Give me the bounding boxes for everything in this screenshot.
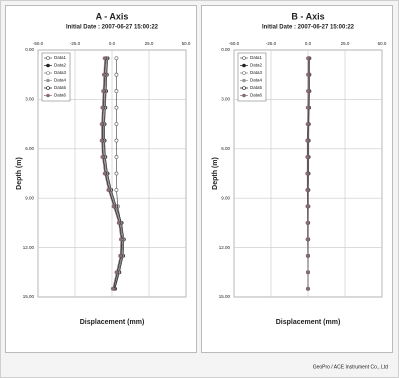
legend-label: Data1: [54, 55, 67, 60]
data-point: [305, 237, 310, 242]
legend-marker: [242, 93, 246, 98]
y-tick-label: 15.00: [23, 294, 35, 299]
y-tick-label: 0.00: [221, 47, 230, 52]
legend-marker: [46, 78, 50, 83]
data-point: [118, 253, 123, 258]
data-point: [114, 138, 119, 143]
legend-label: Data4: [250, 78, 263, 83]
data-point: [305, 220, 310, 225]
legend-marker: [242, 63, 246, 68]
data-point: [305, 105, 310, 110]
legend-box: [237, 52, 267, 102]
data-point: [114, 188, 119, 192]
data-point: [305, 188, 310, 192]
x-tick-label: -25.0: [70, 41, 81, 46]
data-point: [100, 105, 105, 110]
legend-label: Data5: [250, 85, 263, 90]
data-point: [101, 72, 106, 77]
data-point: [114, 270, 119, 275]
legend-label: Data3: [54, 70, 67, 75]
data-point: [111, 204, 116, 209]
y-axis-label: Depth (m): [212, 157, 219, 190]
legend-label: Data5: [54, 85, 67, 90]
data-point: [114, 155, 119, 159]
legend-marker: [242, 56, 246, 60]
chart-title: B - Axis: [291, 11, 324, 21]
x-axis-label: Displacement (mm): [80, 319, 145, 326]
y-axis-label: Depth (m): [16, 157, 23, 190]
x-tick-label: -50.0: [229, 41, 240, 46]
x-tick-label: 0.0: [109, 41, 116, 46]
chart-subtitle: Initial Date : 2007-06-27 15:00:22: [66, 25, 159, 31]
data-point: [102, 171, 107, 176]
y-tick-label: 15.00: [219, 294, 231, 299]
legend-label: Data2: [250, 63, 263, 68]
data-point: [99, 122, 104, 127]
data-point: [114, 122, 119, 127]
data-point: [110, 286, 115, 291]
legend-marker: [46, 56, 50, 60]
x-tick-label: 25.0: [145, 41, 154, 46]
data-point: [118, 237, 123, 242]
data-point: [114, 89, 119, 94]
x-tick-label: -50.0: [33, 41, 44, 46]
data-point: [114, 72, 119, 77]
data-point: [306, 89, 310, 94]
data-point: [106, 188, 111, 192]
data-point: [114, 56, 119, 61]
data-point: [305, 253, 310, 258]
data-point: [114, 171, 119, 176]
data-point: [100, 155, 105, 159]
y-tick-label: 6.00: [221, 146, 230, 151]
y-tick-label: 6.00: [25, 146, 34, 151]
legend-label: Data3: [250, 70, 263, 75]
data-point: [102, 56, 107, 61]
data-point: [305, 171, 310, 176]
data-point: [306, 56, 310, 61]
y-tick-label: 0.00: [25, 47, 34, 52]
data-point: [116, 220, 121, 225]
y-tick-label: 3.00: [221, 97, 230, 102]
legend-marker: [242, 78, 246, 83]
legend-marker: [46, 63, 50, 68]
chart-subtitle: Initial Date : 2007-06-27 15:00:22: [262, 25, 355, 31]
data-point: [101, 89, 106, 94]
legend-marker: [242, 71, 246, 75]
y-tick-label: 12.00: [219, 245, 231, 250]
legend-label: Data6: [54, 93, 67, 98]
data-point: [114, 105, 119, 110]
data-point: [305, 155, 310, 159]
legend-label: Data4: [54, 78, 67, 83]
y-tick-label: 12.00: [23, 245, 35, 250]
footer: GeoPro / ACE Instrument Co., Ltd: [313, 364, 389, 370]
legend-label: Data1: [250, 55, 263, 60]
x-tick-label: 50.0: [378, 41, 387, 46]
x-tick-label: 50.0: [182, 41, 191, 46]
legend-marker: [46, 93, 50, 98]
legend-marker: [46, 71, 50, 75]
x-tick-label: -25.0: [266, 41, 277, 46]
data-point: [305, 122, 310, 127]
data-point: [99, 138, 104, 143]
x-axis-label: Displacement (mm): [276, 319, 341, 326]
data-point: [305, 270, 310, 275]
legend-label: Data6: [250, 93, 263, 98]
legend-label: Data2: [54, 63, 67, 68]
y-tick-label: 9.00: [221, 195, 230, 200]
x-tick-label: 25.0: [341, 41, 350, 46]
x-tick-label: 0.0: [305, 41, 312, 46]
legend-box: [41, 52, 71, 102]
data-point: [306, 286, 310, 291]
legend-marker: [46, 86, 50, 90]
legend-marker: [242, 86, 246, 90]
data-point: [305, 204, 310, 209]
data-point: [305, 138, 310, 143]
chart-title: A - Axis: [96, 11, 129, 21]
data-point: [306, 72, 310, 77]
y-tick-label: 9.00: [25, 195, 34, 200]
y-tick-label: 3.00: [25, 97, 34, 102]
